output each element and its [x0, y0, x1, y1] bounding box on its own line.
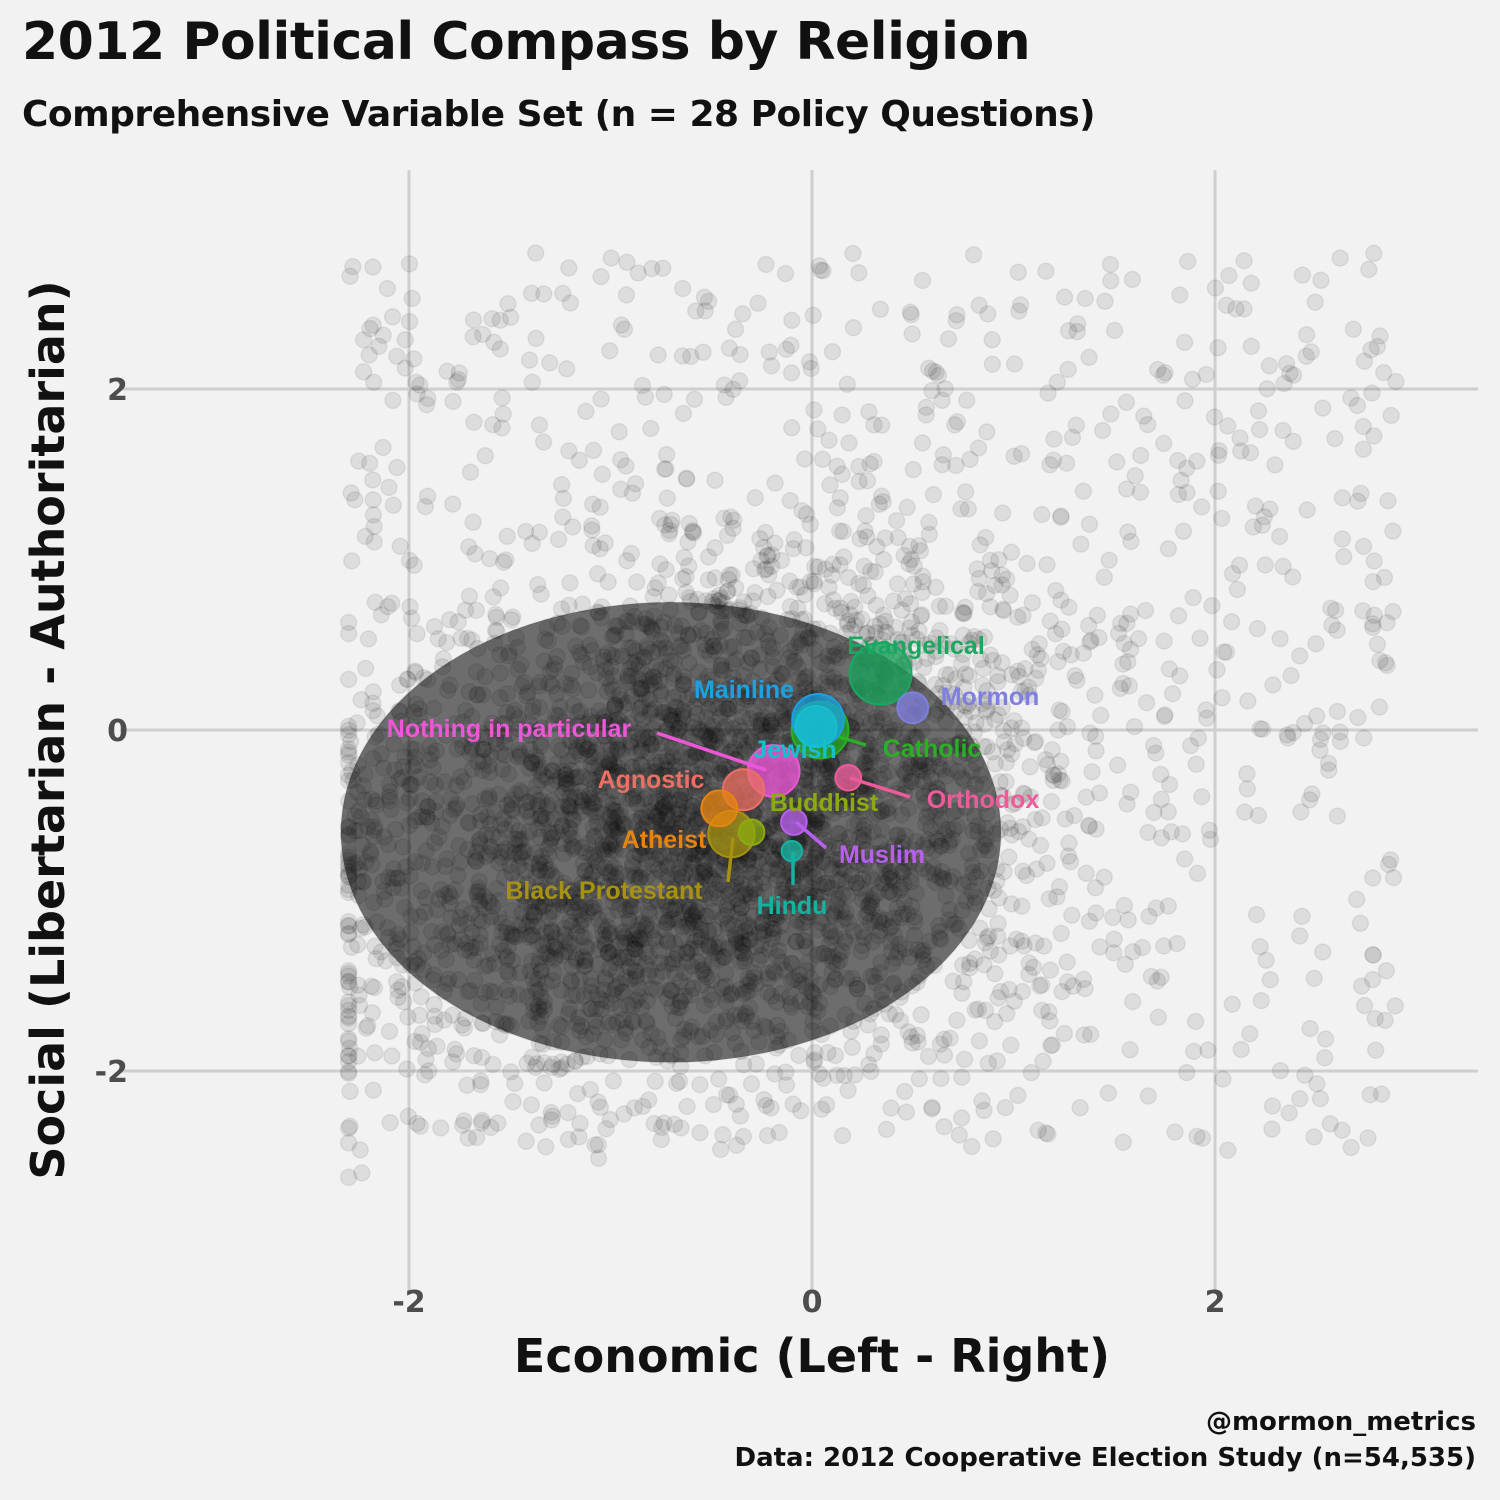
x-tick-label: -2 — [392, 1285, 425, 1320]
label-muslim: Muslim — [839, 841, 925, 869]
y-tick-label: 0 — [107, 714, 128, 749]
y-tick-label: 2 — [107, 373, 128, 408]
marker-hindu — [780, 839, 804, 863]
marker-orthodox — [834, 763, 863, 792]
label-mormon: Mormon — [941, 683, 1040, 711]
label-buddhist: Buddhist — [770, 789, 879, 817]
axis-ticks: -2 0 2 -2 0 2 — [95, 373, 1226, 1320]
chart-title: 2012 Political Compass by Religion — [22, 12, 1031, 72]
label-hindu: Hindu — [757, 892, 828, 920]
marker-buddhist — [737, 818, 766, 847]
label-agnostic: Agnostic — [598, 766, 705, 794]
caption-handle: @mormon_metrics — [1205, 1407, 1476, 1437]
label-evangelical: Evangelical — [847, 632, 985, 660]
marker-atheist — [700, 789, 739, 828]
caption: @mormon_metrics Data: 2012 Cooperative E… — [734, 1404, 1476, 1476]
y-tick-label: -2 — [95, 1055, 128, 1090]
leader-nothing-in-particular — [656, 731, 767, 772]
label-orthodox: Orthodox — [927, 786, 1040, 814]
caption-source: Data: 2012 Cooperative Election Study (n… — [734, 1443, 1476, 1473]
religion-labels: Evangelical Mainline Mormon Catholic Jewish N… — [387, 632, 1040, 920]
label-jewish: Jewish — [753, 736, 836, 764]
respondent-cloud — [339, 244, 1405, 1187]
x-tick-label: 2 — [1205, 1285, 1226, 1320]
marker-mormon — [896, 691, 930, 725]
label-mainline: Mainline — [694, 676, 794, 704]
label-black-protestant: Black Protestant — [505, 877, 703, 905]
y-axis-label: Social (Libertarian - Authoritarian) — [21, 280, 75, 1179]
x-axis-label: Economic (Left - Right) — [514, 1329, 1110, 1383]
x-tick-label: 0 — [802, 1285, 823, 1320]
religion-markers — [700, 641, 930, 863]
label-atheist: Atheist — [622, 826, 707, 854]
label-nothing-in-particular: Nothing in particular — [387, 715, 632, 743]
label-catholic: Catholic — [883, 735, 982, 763]
chart-subtitle: Comprehensive Variable Set (n = 28 Polic… — [22, 94, 1096, 135]
marker-muslim — [780, 808, 808, 836]
marker-evangelical — [848, 641, 913, 706]
marker-jewish — [794, 704, 838, 749]
